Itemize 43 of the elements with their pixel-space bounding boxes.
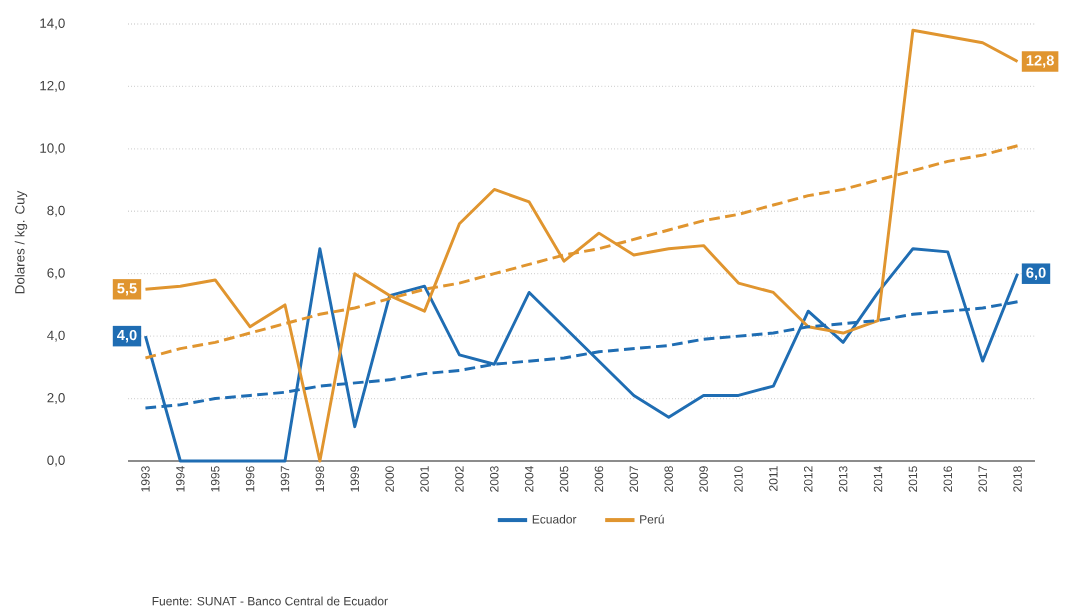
x-tick-label: 1999 (350, 466, 360, 492)
x-tick-label: 2007 (629, 466, 639, 492)
source-note: Fuente: SUNAT - Banco Central de Ecuador (152, 596, 388, 606)
x-tick-label: 1995 (210, 466, 220, 492)
legend-label: Ecuador (532, 514, 577, 524)
legend-label: Perú (640, 514, 664, 524)
x-tick-label: 2001 (420, 466, 429, 492)
y-tick-label: 14,0 (40, 18, 65, 30)
x-tick-label: 2003 (490, 466, 499, 492)
y-tick-label: 8,0 (47, 205, 65, 217)
x-tick-label: 2010 (734, 466, 743, 492)
x-tick-label: 2012 (803, 466, 813, 492)
x-tick-label: 2017 (978, 466, 987, 492)
x-tick-label: 2004 (524, 466, 534, 492)
x-tick-label: 2011 (769, 466, 778, 491)
y-axis-title: Dolares / kg. Cuy (14, 190, 28, 294)
x-tick-label: 1997 (280, 466, 290, 492)
x-tick-label: 1996 (245, 466, 255, 492)
x-tick-label: 2008 (664, 466, 673, 492)
x-tick-label: 2009 (699, 466, 708, 492)
y-tick-label: 0,0 (47, 455, 65, 467)
x-tick-label: 2016 (943, 466, 953, 492)
x-tick-label: 1998 (315, 466, 325, 492)
x-tick-label: 2018 (1013, 466, 1022, 492)
x-tick-label: 1993 (141, 466, 150, 492)
y-tick-label: 12,0 (40, 80, 65, 92)
line-series (143, 28, 1020, 463)
y-tick-label: 6,0 (47, 268, 65, 280)
x-tick-label: 2006 (594, 466, 604, 492)
y-tick-label: 10,0 (40, 143, 65, 155)
data-label: 12,8 (1026, 55, 1054, 68)
data-label: 4,0 (117, 329, 137, 343)
x-tick-label: 2002 (455, 466, 464, 492)
x-tick-label: 1994 (176, 466, 185, 492)
y-tick-label: 2,0 (47, 393, 65, 405)
x-tick-label: 2000 (385, 466, 394, 492)
x-tick-label: 2015 (908, 466, 918, 492)
x-tick-label: 2013 (838, 466, 848, 492)
data-label: 5,5 (117, 283, 137, 296)
x-tick-label: 2014 (873, 466, 883, 492)
y-tick-label: 4,0 (47, 330, 65, 342)
data-label: 6,0 (1026, 267, 1046, 280)
x-tick-label: 2005 (559, 466, 569, 492)
